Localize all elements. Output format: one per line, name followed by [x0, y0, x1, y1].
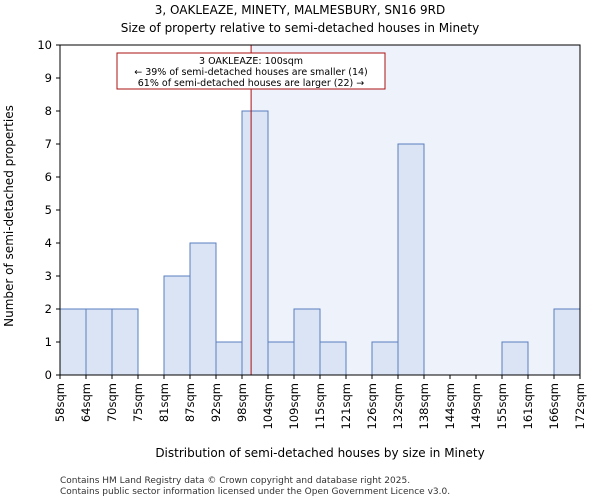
x-tick-label: 104sqm	[261, 383, 275, 429]
bar-70sqm	[111, 308, 139, 376]
chart-subtitle: Size of property relative to semi-detach…	[121, 21, 480, 35]
x-tick-label: 75sqm	[131, 383, 145, 422]
annotation-box	[116, 52, 386, 90]
x-tick-label: 172sqm	[573, 383, 587, 429]
bar-166sqm	[553, 308, 581, 376]
x-axis-label: Distribution of semi-detached houses by …	[155, 446, 484, 460]
bar-81sqm	[163, 275, 191, 376]
x-tick-label: 70sqm	[105, 383, 119, 422]
bar-155sqm	[501, 341, 529, 376]
y-tick-label: 9	[45, 71, 52, 85]
y-tick-label: 4	[45, 236, 52, 250]
y-tick-label: 6	[45, 170, 52, 184]
x-tick-label: 132sqm	[391, 383, 405, 429]
bar-58sqm	[59, 308, 87, 376]
y-tick-label: 7	[45, 137, 52, 151]
bar-64sqm	[85, 308, 113, 376]
x-tick-label: 149sqm	[469, 383, 483, 429]
bar-115sqm	[319, 341, 347, 376]
x-tick-label: 115sqm	[313, 383, 327, 429]
bar-98sqm	[241, 110, 269, 376]
y-tick-label: 5	[45, 203, 52, 217]
x-tick-label: 161sqm	[521, 383, 535, 429]
annotation-label: 3 OAKLEAZE: 100sqm	[199, 56, 303, 67]
annotation-smaller: ← 39% of semi-detached houses are smalle…	[134, 67, 368, 78]
chart-title: 3, OAKLEAZE, MINETY, MALMESBURY, SN16 9R…	[155, 3, 445, 17]
x-tick-label: 155sqm	[495, 383, 509, 429]
bar-126sqm	[371, 341, 399, 376]
bar-132sqm	[397, 143, 425, 376]
x-tick-label: 81sqm	[157, 383, 171, 422]
annotation-larger: 61% of semi-detached houses are larger (…	[138, 78, 365, 89]
x-tick-label: 138sqm	[417, 383, 431, 429]
x-tick-label: 109sqm	[287, 383, 301, 429]
x-tick-label: 166sqm	[547, 383, 561, 429]
x-tick-label: 121sqm	[339, 383, 353, 429]
x-tick-label: 144sqm	[443, 383, 457, 429]
bar-87sqm	[189, 242, 217, 376]
bar-109sqm	[293, 308, 321, 376]
y-tick-label: 2	[45, 302, 52, 316]
x-tick-label: 64sqm	[79, 383, 93, 422]
y-tick-label: 1	[45, 335, 52, 349]
x-tick-label: 98sqm	[235, 383, 249, 422]
y-tick-label: 8	[45, 104, 52, 118]
x-tick-label: 92sqm	[209, 383, 223, 422]
y-tick-label: 10	[37, 38, 52, 52]
y-tick-label: 3	[45, 269, 52, 283]
footer-line-1: Contains HM Land Registry data © Crown c…	[60, 476, 410, 486]
bar-92sqm	[215, 341, 243, 376]
y-tick-label: 0	[45, 368, 52, 382]
footer-line-2: Contains public sector information licen…	[60, 487, 450, 497]
x-tick-label: 87sqm	[183, 383, 197, 422]
y-axis-label: Number of semi-detached properties	[2, 105, 16, 327]
x-tick-label: 58sqm	[53, 383, 67, 422]
bar-104sqm	[267, 341, 295, 376]
x-tick-label: 126sqm	[365, 383, 379, 429]
